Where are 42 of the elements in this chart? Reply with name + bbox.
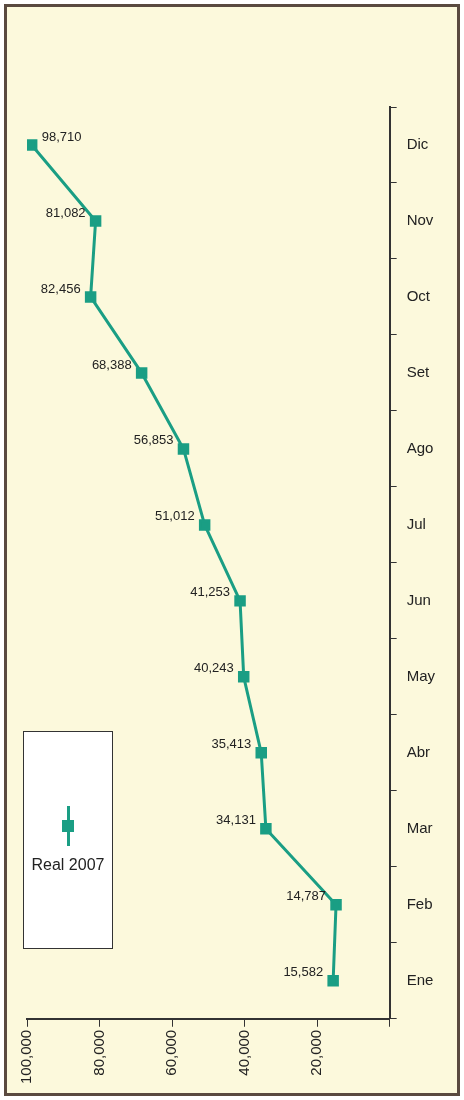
y-tick-label: Oct xyxy=(406,287,431,305)
data-label: 34,131 xyxy=(216,812,256,828)
point xyxy=(27,139,38,151)
y-tick-label: Jul xyxy=(406,515,426,533)
data-label: 14,787 xyxy=(286,888,327,904)
point xyxy=(198,519,211,531)
y-tick-label: Abr xyxy=(406,742,431,760)
point xyxy=(255,747,267,759)
data-label: 68,388 xyxy=(91,356,132,372)
x-tick-label: 80,000 xyxy=(89,1029,107,1076)
data-label: 56,853 xyxy=(133,432,174,448)
data-label: 40,243 xyxy=(193,660,234,676)
x-tick-label: 60,000 xyxy=(162,1029,180,1076)
point xyxy=(89,215,102,227)
point xyxy=(135,367,148,379)
point xyxy=(237,671,250,683)
x-tick-label: 100,000 xyxy=(17,1029,35,1085)
point xyxy=(260,823,272,835)
point xyxy=(327,975,339,987)
y-tick-label: Ago xyxy=(406,439,434,457)
data-label: 98,710 xyxy=(41,128,82,144)
data-label: 51,012 xyxy=(154,508,195,524)
point xyxy=(234,595,246,607)
x-tick-label: 40,000 xyxy=(234,1029,252,1076)
data-label: 81,082 xyxy=(45,204,86,220)
point xyxy=(177,443,190,455)
y-tick-label: Ene xyxy=(406,970,434,988)
point xyxy=(84,291,97,303)
data-label: 35,413 xyxy=(211,736,252,752)
data-label: 41,253 xyxy=(190,584,231,600)
x-tick-label: 20,000 xyxy=(307,1029,325,1076)
y-tick-label: Dic xyxy=(406,135,429,153)
y-tick-label: Feb xyxy=(406,894,433,912)
legend: Real 2007 xyxy=(23,731,113,949)
y-tick-label: Mar xyxy=(406,818,433,836)
y-tick-label: Nov xyxy=(406,211,434,229)
y-tick-label: Jun xyxy=(406,591,431,609)
y-tick-label: May xyxy=(406,667,436,684)
data-label: 82,456 xyxy=(40,280,81,296)
data-label: 15,582 xyxy=(283,964,324,980)
y-tick-label: Set xyxy=(406,363,431,381)
point xyxy=(330,899,342,911)
